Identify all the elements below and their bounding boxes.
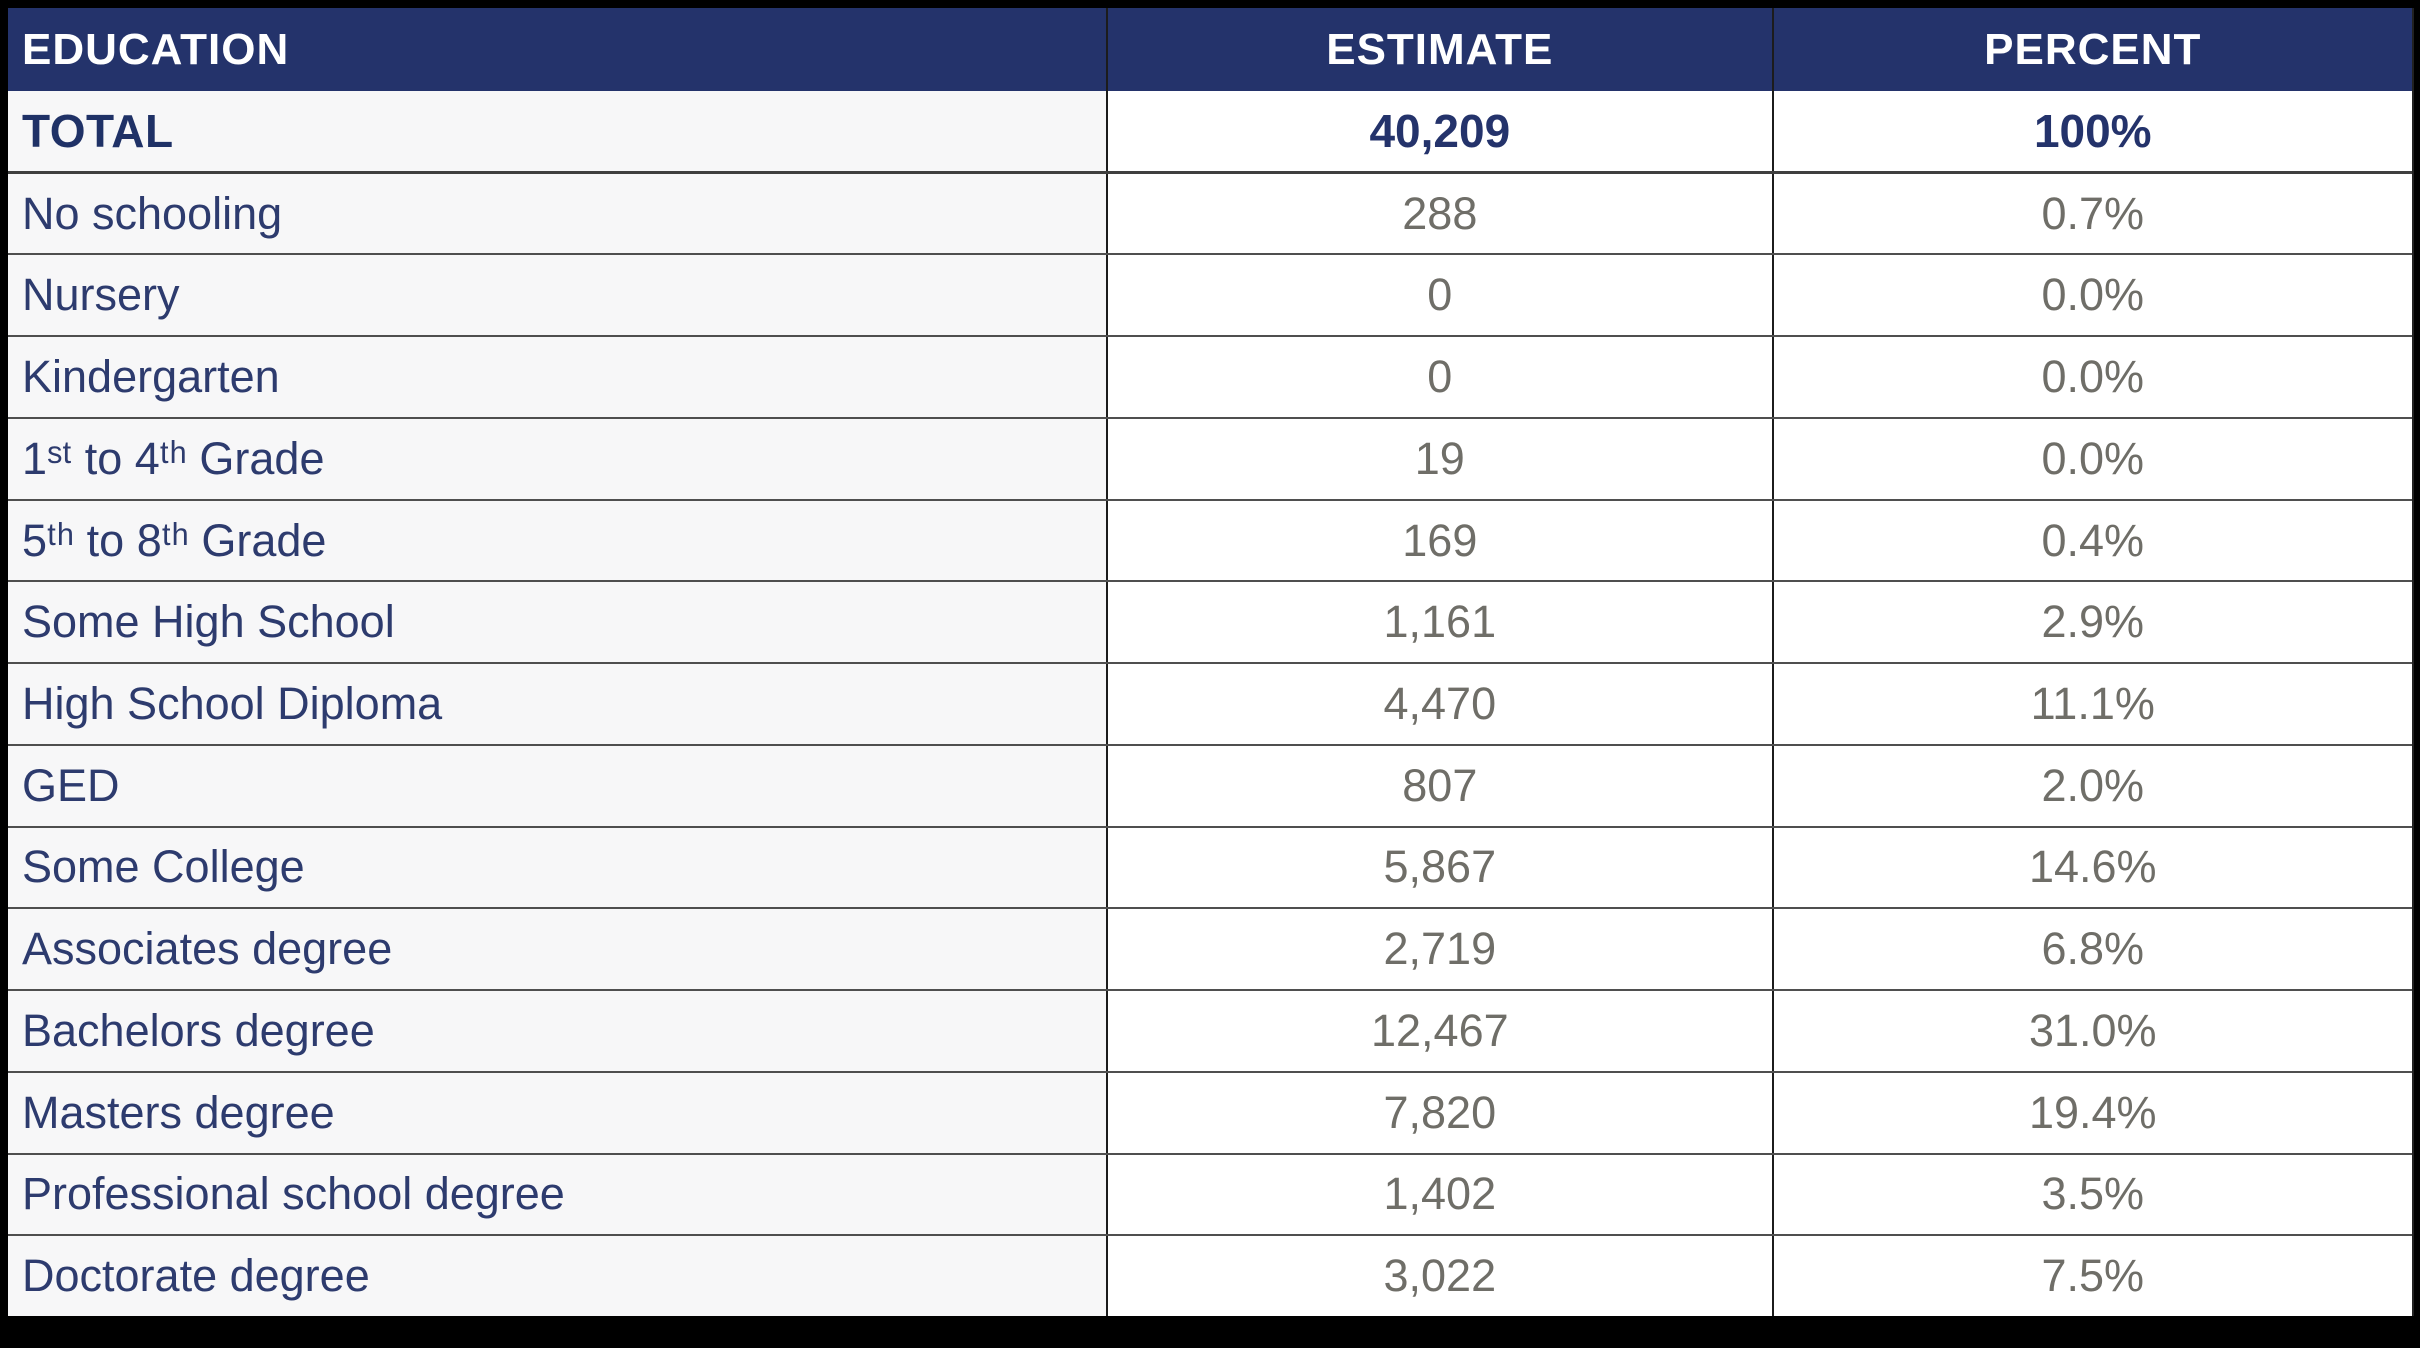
education-label: 5ᵗʰ to 8ᵗʰ Grade: [8, 500, 1107, 581]
education-label: Kindergarten: [8, 337, 1107, 417]
education-label: 1ˢᵗ to 4ᵗʰ Grade: [8, 418, 1107, 499]
percent-value: 0.0%: [1771, 255, 2412, 336]
table-row: Masters degree 7,820 19.4%: [8, 1070, 2412, 1153]
percent-value: 31.0%: [1771, 991, 2412, 1071]
table-row: No schooling 288 0.7%: [8, 170, 2412, 254]
header-estimate: ESTIMATE: [1106, 8, 1771, 91]
education-label: Doctorate degree: [8, 1236, 1107, 1317]
percent-value: 0.0%: [1771, 418, 2412, 499]
total-label: TOTAL: [8, 91, 1107, 171]
table-row: GED 807 2.0%: [8, 743, 2412, 826]
education-label: High School Diploma: [8, 664, 1107, 744]
table-row: Associates degree 2,719 6.8%: [8, 907, 2412, 990]
estimate-value: 807: [1106, 745, 1772, 826]
table-row: 1ˢᵗ to 4ᵗʰ Grade 19 0.0%: [8, 416, 2412, 499]
percent-value: 0.0%: [1771, 337, 2412, 417]
table-row: Some College 5,867 14.6%: [8, 825, 2412, 908]
percent-value: 14.6%: [1771, 827, 2412, 908]
header-education: EDUCATION: [22, 24, 290, 74]
percent-value: 6.8%: [1771, 909, 2412, 990]
percent-value: 2.9%: [1771, 582, 2412, 663]
estimate-value: 0: [1106, 337, 1772, 417]
education-label: Professional school degree: [8, 1154, 1107, 1235]
estimate-value: 1,161: [1106, 582, 1772, 663]
estimate-value: 169: [1106, 500, 1772, 581]
total-row: TOTAL 40,209 100%: [8, 91, 2412, 171]
education-label: Bachelors degree: [8, 991, 1107, 1071]
estimate-value: 7,820: [1106, 1072, 1772, 1153]
table-row: Some High School 1,161 2.9%: [8, 580, 2412, 663]
education-label: Masters degree: [8, 1072, 1107, 1153]
percent-value: 2.0%: [1771, 745, 2412, 826]
estimate-value: 12,467: [1106, 991, 1772, 1071]
percent-value: 3.5%: [1771, 1154, 2412, 1235]
percent-value: 19.4%: [1771, 1072, 2412, 1153]
estimate-value: 1,402: [1106, 1154, 1772, 1235]
table-row: Nursery 0 0.0%: [8, 253, 2412, 336]
percent-value: 0.7%: [1771, 173, 2412, 254]
estimate-value: 0: [1106, 255, 1772, 336]
estimate-value: 3,022: [1106, 1236, 1772, 1317]
education-label: Some High School: [8, 582, 1107, 663]
table-header-row: EDUCATION ESTIMATE PERCENT: [8, 8, 2412, 91]
table-row: Professional school degree 1,402 3.5%: [8, 1152, 2412, 1235]
estimate-value: 5,867: [1106, 827, 1772, 908]
table-row: Kindergarten 0 0.0%: [8, 335, 2412, 417]
education-label: Some College: [8, 827, 1107, 908]
education-label: GED: [8, 745, 1107, 826]
table-row: 5ᵗʰ to 8ᵗʰ Grade 169 0.4%: [8, 498, 2412, 581]
education-label: Associates degree: [8, 909, 1107, 990]
percent-value: 0.4%: [1771, 500, 2412, 581]
percent-value: 7.5%: [1771, 1236, 2412, 1317]
table-row: Bachelors degree 12,467 31.0%: [8, 989, 2412, 1071]
education-label: No schooling: [8, 173, 1107, 254]
total-estimate: 40,209: [1106, 91, 1772, 171]
table-row: Doctorate degree 3,022 7.5%: [8, 1234, 2412, 1317]
percent-value: 11.1%: [1771, 664, 2412, 744]
estimate-value: 288: [1106, 173, 1772, 254]
header-percent: PERCENT: [1771, 8, 2412, 91]
estimate-value: 19: [1106, 418, 1772, 499]
education-table: EDUCATION ESTIMATE PERCENT TOTAL 40,209 …: [8, 8, 2414, 1317]
total-percent: 100%: [1771, 91, 2412, 171]
education-label: Nursery: [8, 255, 1107, 336]
estimate-value: 4,470: [1106, 664, 1772, 744]
table-row: High School Diploma 4,470 11.1%: [8, 662, 2412, 744]
estimate-value: 2,719: [1106, 909, 1772, 990]
